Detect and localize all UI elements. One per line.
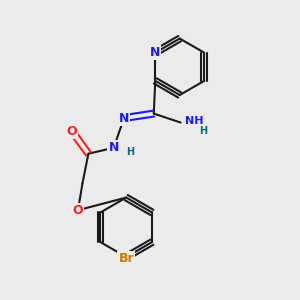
Text: H: H — [126, 147, 134, 157]
Text: H: H — [199, 126, 207, 136]
Text: O: O — [67, 125, 77, 138]
Text: N: N — [109, 141, 119, 154]
Text: NH: NH — [185, 116, 203, 126]
Text: N: N — [119, 112, 129, 124]
Text: O: O — [73, 204, 83, 217]
Text: N: N — [150, 46, 160, 59]
Text: Br: Br — [118, 252, 134, 265]
